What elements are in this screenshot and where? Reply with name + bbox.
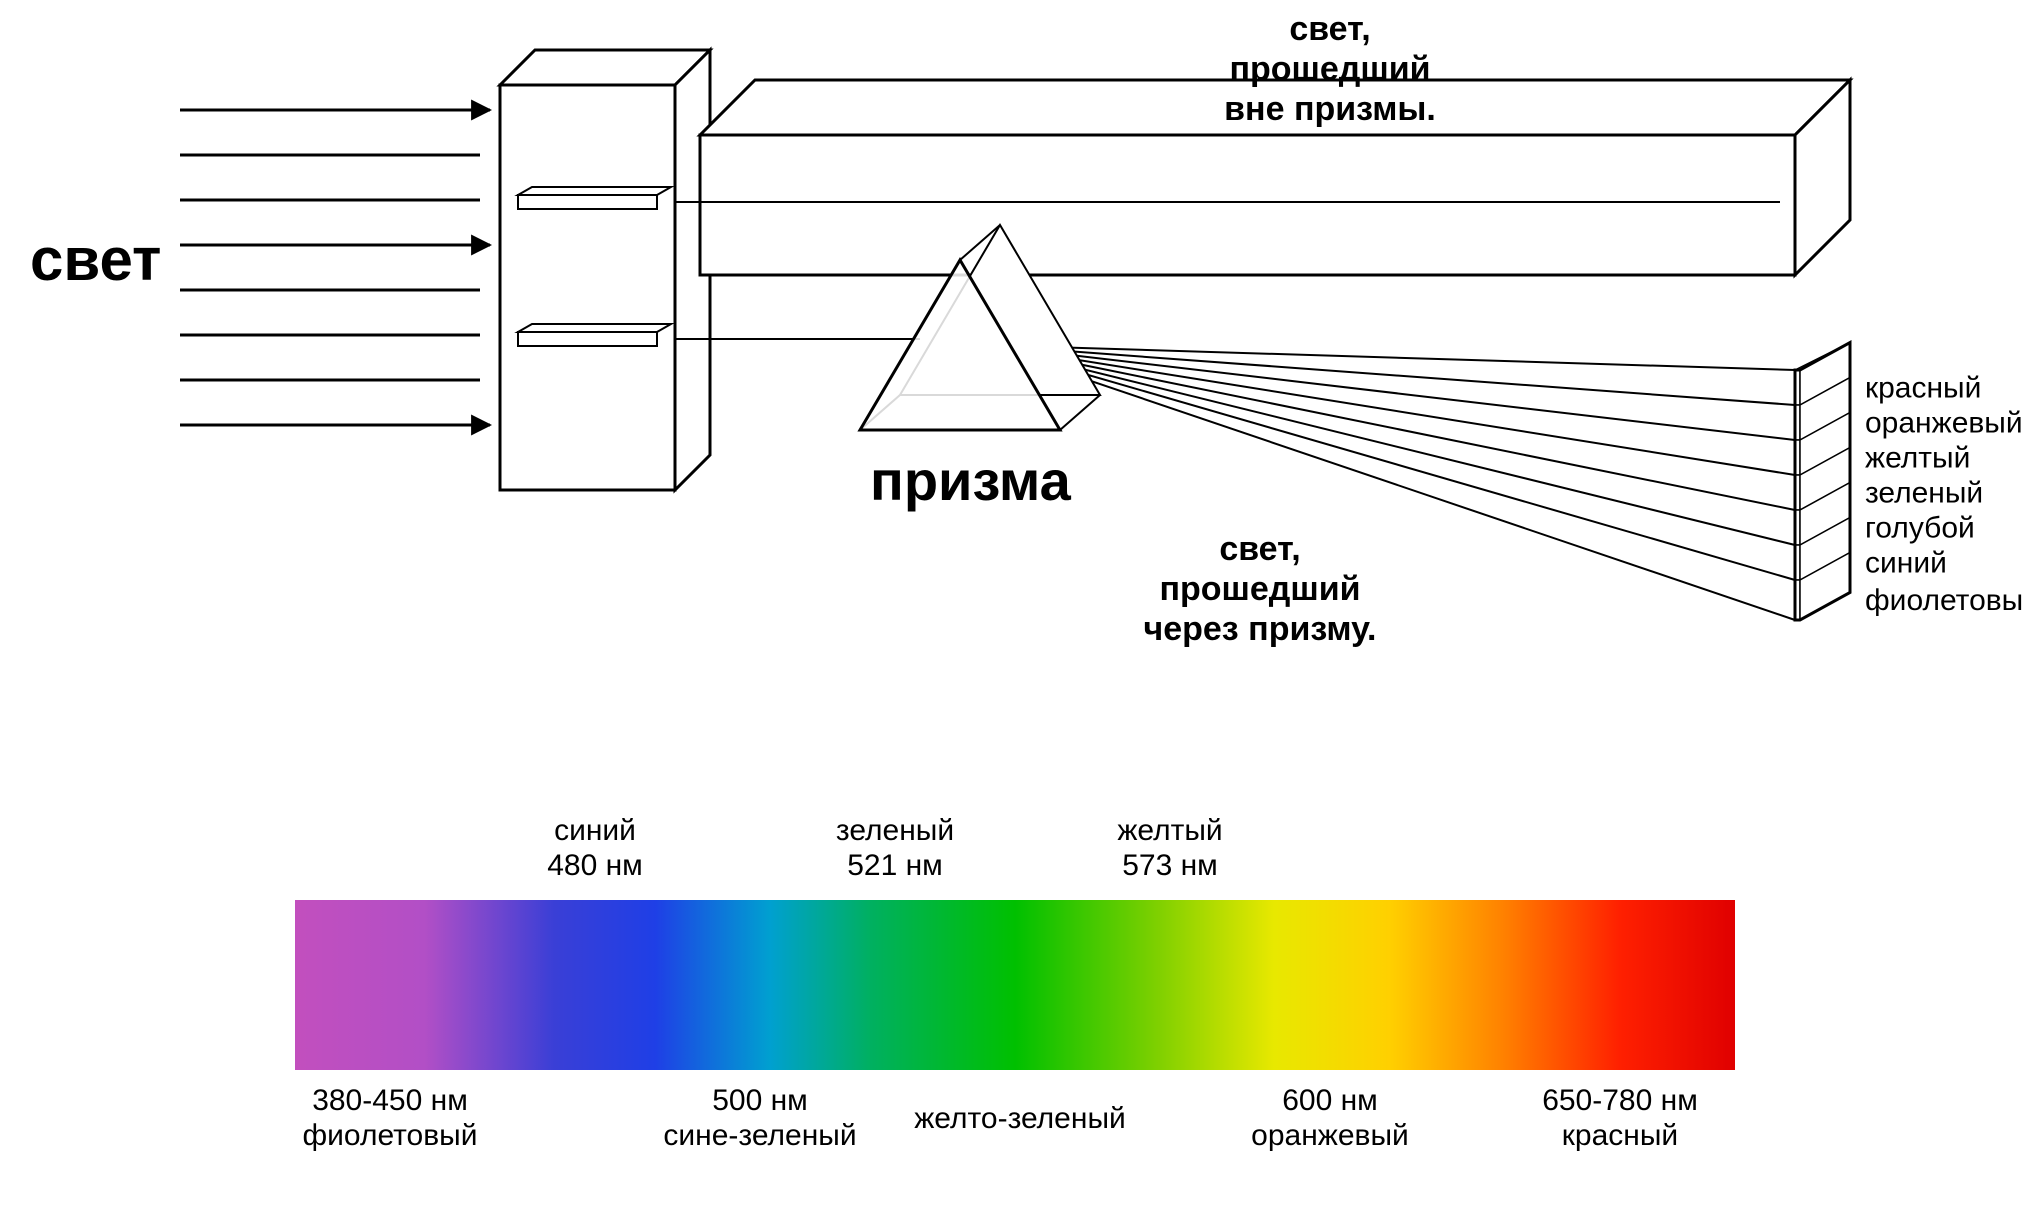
color-label-0: красный [1865, 372, 1981, 405]
slit-plate-front [500, 85, 675, 490]
spec-top-wl-2: 573 нм [1122, 849, 1218, 882]
color-label-4: голубой [1865, 512, 1975, 545]
color-label-3: зеленый [1865, 477, 1983, 510]
label-prism: призма [870, 449, 1072, 512]
label-outside-2: прошедший [1229, 50, 1430, 88]
spec-bot-name-0: фиолетовый [302, 1119, 477, 1152]
slit-top-1 [518, 324, 671, 332]
spec-top-name-0: синий [554, 814, 636, 847]
color-label-1: оранжевый [1865, 407, 2022, 440]
spec-top-name-2: желтый [1117, 814, 1222, 847]
spec-bot-wl-0: 380-450 нм [312, 1084, 468, 1117]
spec-bot-name-3: оранжевый [1251, 1119, 1409, 1152]
label-through-3: через призму. [1143, 610, 1376, 648]
fan-ray-4 [985, 345, 1795, 510]
label-through-1: свет, [1219, 530, 1300, 568]
fan-ray-6 [985, 345, 1795, 580]
spec-bot-name-1: сине-зеленый [663, 1119, 856, 1152]
label-outside-1: свет, [1289, 10, 1370, 48]
spectrum-bar [295, 900, 1735, 1070]
spec-bot-wl-4: 650-780 нм [1542, 1084, 1698, 1117]
spec-top-wl-0: 480 нм [547, 849, 643, 882]
color-label-5: синий [1865, 547, 1947, 580]
fan-ray-0 [985, 345, 1795, 370]
color-label-6: фиолетовый [1865, 584, 2022, 617]
label-light: свет [30, 226, 161, 293]
slit-top-0 [518, 187, 671, 195]
slit-front-1 [518, 332, 657, 346]
slit-front-0 [518, 195, 657, 209]
spec-top-name-1: зеленый [836, 814, 954, 847]
fan-ray-3 [985, 345, 1795, 475]
receiver-box-front [700, 135, 1795, 275]
label-outside-3: вне призмы. [1224, 90, 1436, 128]
spec-bot-wl-1: 500 нм [712, 1084, 808, 1117]
spec-bot-name-4: красный [1562, 1119, 1678, 1152]
fan-ray-2 [985, 345, 1795, 440]
label-through-2: прошедший [1159, 570, 1360, 608]
color-label-2: желтый [1865, 442, 1970, 475]
spec-bot-wl-3: 600 нм [1282, 1084, 1378, 1117]
spec-top-wl-1: 521 нм [847, 849, 943, 882]
spec-bot-name-2: желто-зеленый [914, 1102, 1126, 1135]
